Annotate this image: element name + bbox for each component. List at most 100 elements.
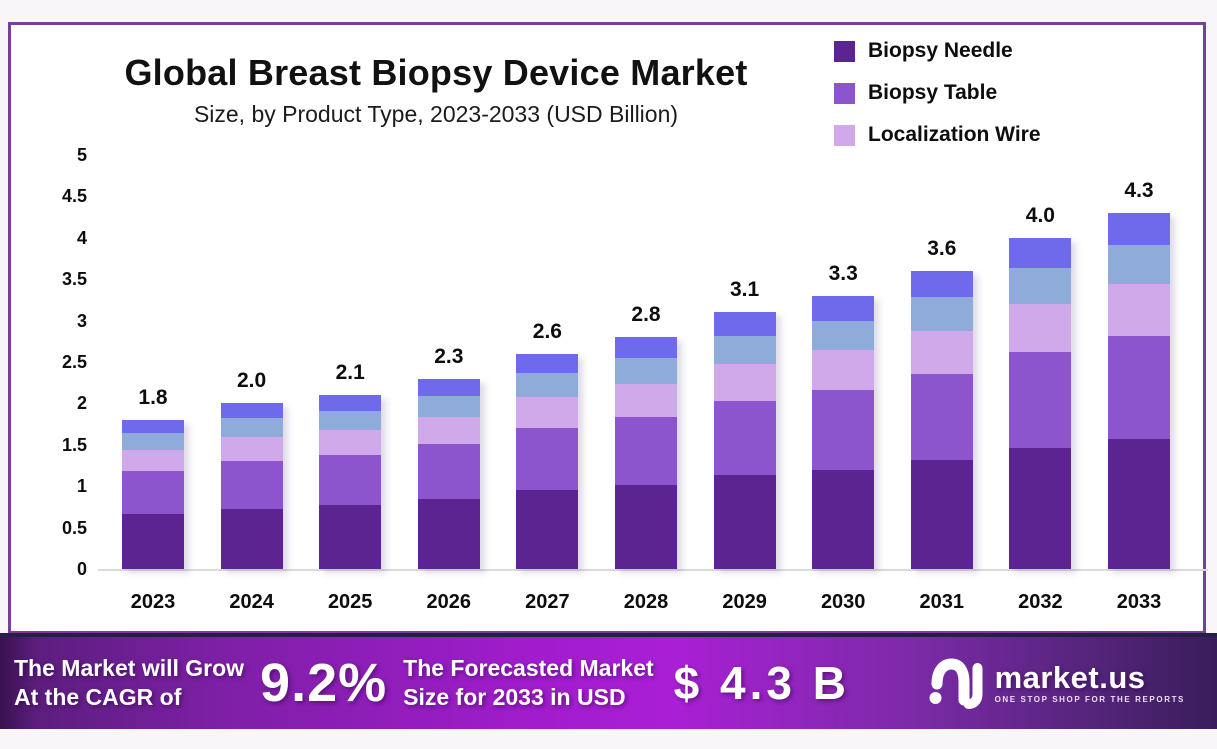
bar-segment-unlabeled-segment-4 bbox=[516, 372, 579, 397]
bar-segment-biopsy-table bbox=[1009, 352, 1072, 449]
cagr-label-line2: At the CAGR of bbox=[14, 684, 182, 710]
bar-2025: 2.1 bbox=[319, 361, 382, 569]
bar-segment-biopsy-needle bbox=[910, 459, 973, 569]
y-axis-tick: 4.5 bbox=[61, 186, 87, 207]
legend: Biopsy Needle Biopsy Table Localization … bbox=[834, 37, 1041, 163]
bar-segment-unlabeled-segment-5 bbox=[910, 270, 973, 298]
bar-segment-unlabeled-segment-5 bbox=[812, 295, 875, 321]
bar-segment-unlabeled-segment-5 bbox=[1009, 237, 1072, 268]
chart-card: Global Breast Biopsy Device Market Size,… bbox=[8, 22, 1208, 634]
bar-total-label: 2.6 bbox=[532, 319, 562, 343]
y-axis-tick: 1.5 bbox=[61, 434, 87, 455]
bar-segment-biopsy-needle bbox=[615, 484, 677, 569]
bar-segment-unlabeled-segment-5 bbox=[1108, 213, 1170, 246]
bar-segment-biopsy-needle bbox=[319, 505, 382, 569]
bar-segment-unlabeled-segment-5 bbox=[220, 403, 283, 419]
bar-total-label: 2.8 bbox=[631, 303, 661, 327]
forecast-label: The Forecasted Market Size for 2033 in U… bbox=[403, 654, 654, 712]
bar-2027: 2.6 bbox=[516, 320, 579, 569]
stats-banner: The Market will Grow At the CAGR of 9.2%… bbox=[0, 633, 1217, 729]
bar-segment-biopsy-table bbox=[713, 400, 776, 476]
cagr-label-line1: The Market will Grow bbox=[14, 655, 245, 681]
bar-total-label: 2.3 bbox=[434, 344, 464, 368]
legend-swatch-icon bbox=[834, 40, 855, 62]
bar-segment-unlabeled-segment-4 bbox=[713, 335, 776, 364]
bar-segment-biopsy-table bbox=[910, 373, 973, 460]
x-axis-label: 2026 bbox=[426, 591, 472, 613]
bar-segment-biopsy-needle bbox=[1108, 439, 1170, 569]
bar-segment-unlabeled-segment-5 bbox=[319, 395, 382, 411]
legend-item-biopsy-table: Biopsy Table bbox=[834, 79, 1041, 107]
bar-segment-biopsy-table bbox=[122, 471, 184, 515]
y-axis-tick: 1 bbox=[76, 476, 87, 497]
bar-segment-biopsy-needle bbox=[713, 475, 776, 569]
bar-segment-unlabeled-segment-4 bbox=[812, 320, 875, 351]
bar-segment-biopsy-table bbox=[516, 428, 579, 491]
x-axis-label: 2033 bbox=[1116, 591, 1162, 613]
x-axis-label: 2025 bbox=[327, 591, 373, 613]
bar-segment-localization-wire bbox=[713, 363, 776, 401]
legend-item-localization-wire: Localization Wire bbox=[834, 121, 1041, 149]
bar-segment-unlabeled-segment-4 bbox=[1009, 267, 1072, 305]
bar-segment-biopsy-needle bbox=[220, 508, 283, 569]
x-axis-label: 2032 bbox=[1018, 591, 1063, 613]
marketus-logo-icon bbox=[929, 658, 983, 709]
bar-total-label: 4.0 bbox=[1025, 203, 1055, 227]
bar-segment-unlabeled-segment-5 bbox=[713, 312, 776, 336]
plot-area: 1.8 2.0 2.1 2.3 2.6 2.8 3.1 3.3 3.6 4.0 4.3 bbox=[98, 155, 1208, 571]
y-axis-tick: 2 bbox=[76, 393, 87, 414]
bar-segment-unlabeled-segment-4 bbox=[417, 395, 480, 417]
marketus-logo: market.us ONE STOP SHOP FOR THE REPORTS bbox=[929, 655, 1185, 711]
bar-segment-localization-wire bbox=[1009, 304, 1072, 353]
forecast-value: $ 4.3 B bbox=[673, 657, 850, 709]
bar-total-label: 1.8 bbox=[138, 385, 168, 409]
y-axis-tick: 0 bbox=[76, 559, 87, 579]
bar-segment-unlabeled-segment-5 bbox=[122, 420, 184, 434]
cagr-label: The Market will Grow At the CAGR of bbox=[14, 654, 244, 712]
bar-2028: 2.8 bbox=[615, 303, 677, 569]
forecast-label-line1: The Forecasted Market bbox=[403, 655, 654, 681]
bar-segment-biopsy-table bbox=[220, 460, 283, 509]
chart-header: Global Breast Biopsy Device Market Size,… bbox=[41, 51, 831, 128]
bar-segment-unlabeled-segment-5 bbox=[417, 378, 480, 396]
legend-label: Biopsy Table bbox=[868, 81, 998, 104]
bar-2030: 3.3 bbox=[812, 262, 875, 569]
y-axis-tick: 2.5 bbox=[61, 352, 87, 372]
bar-segment-localization-wire bbox=[910, 330, 973, 374]
legend-swatch-icon bbox=[834, 82, 855, 104]
x-axis-label: 2024 bbox=[229, 591, 274, 613]
bar-segment-unlabeled-segment-4 bbox=[615, 357, 677, 384]
x-axis-label: 2023 bbox=[130, 591, 176, 613]
bar-segment-localization-wire bbox=[516, 396, 579, 429]
x-axis-label: 2030 bbox=[820, 591, 866, 613]
bar-segment-localization-wire bbox=[319, 429, 382, 455]
legend-label: Biopsy Needle bbox=[868, 39, 1013, 62]
bar-segment-localization-wire bbox=[220, 436, 283, 461]
bar-segment-unlabeled-segment-4 bbox=[122, 433, 184, 450]
bar-segment-unlabeled-segment-4 bbox=[220, 418, 283, 437]
x-axis-label: 2031 bbox=[919, 591, 965, 613]
chart-subtitle: Size, by Product Type, 2023-2033 (USD Bi… bbox=[193, 101, 679, 127]
bar-2026: 2.3 bbox=[417, 345, 480, 569]
marketus-logo-text: market.us bbox=[994, 659, 1146, 695]
bar-segment-localization-wire bbox=[812, 350, 875, 391]
bar-segment-biopsy-table bbox=[615, 417, 677, 485]
bar-segment-biopsy-needle bbox=[812, 469, 875, 569]
bar-total-label: 2.1 bbox=[335, 361, 365, 385]
chart-title: Global Breast Biopsy Device Market bbox=[124, 52, 748, 93]
y-axis-tick: 4 bbox=[76, 227, 87, 248]
y-axis-tick: 5 bbox=[76, 145, 87, 165]
bar-total-label: 4.3 bbox=[1124, 178, 1154, 202]
bar-2033: 4.3 bbox=[1108, 179, 1170, 569]
bar-total-label: 3.3 bbox=[828, 261, 858, 285]
legend-label: Localization Wire bbox=[868, 123, 1041, 146]
bar-segment-biopsy-table bbox=[417, 443, 480, 500]
marketus-logo-tagline: ONE STOP SHOP FOR THE REPORTS bbox=[994, 694, 1185, 704]
x-axis: 2023 2024 2025 2026 2027 2028 2029 2030 2031 2032… bbox=[98, 591, 1208, 621]
bar-segment-unlabeled-segment-5 bbox=[615, 337, 677, 358]
bar-total-label: 3.6 bbox=[927, 236, 957, 260]
bar-segment-unlabeled-segment-4 bbox=[319, 410, 382, 430]
bar-2031: 3.6 bbox=[910, 237, 973, 569]
bar-2029: 3.1 bbox=[713, 278, 776, 569]
y-axis: 5 4.5 4 3.5 3 2.5 2 1.5 1 0.5 0 bbox=[11, 145, 87, 579]
